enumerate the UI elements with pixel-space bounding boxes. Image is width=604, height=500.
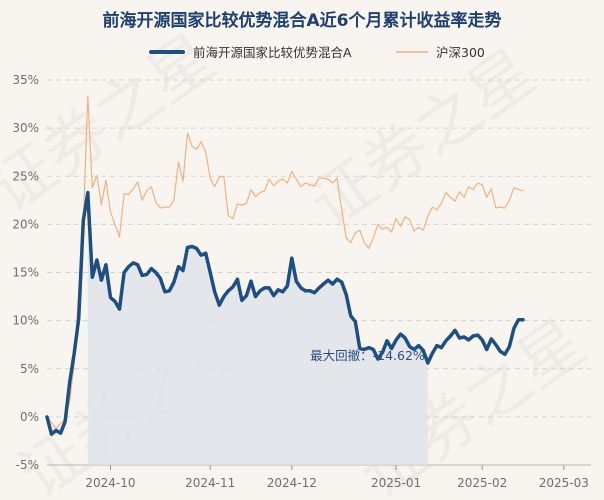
chart-title: 前海开源国家比较优势混合A近6个月累计收益率走势 — [103, 10, 502, 31]
x-tick-label: 2025-01 — [371, 476, 421, 490]
legend: 前海开源国家比较优势混合A 沪深300 — [149, 45, 485, 60]
watermark-text: 证券之星 — [297, 36, 549, 243]
y-tick-label: 20% — [12, 217, 39, 231]
y-tick-label: 5% — [20, 362, 39, 376]
y-tick-label: 10% — [12, 314, 39, 328]
y-tick-label: -5% — [16, 458, 39, 472]
x-tick-label: 2024-11 — [185, 476, 235, 490]
x-tick-label: 2025-03 — [539, 476, 589, 490]
y-tick-label: 0% — [20, 410, 39, 424]
drawdown-region — [87, 192, 428, 465]
x-tick-label: 2024-10 — [85, 476, 135, 490]
drawdown-annotation: 最大回撤：-14.62% — [310, 348, 425, 363]
legend-item-fund[interactable]: 前海开源国家比较优势混合A — [149, 45, 352, 60]
series-line-index — [46, 95, 524, 429]
y-tick-label: 25% — [12, 169, 39, 183]
legend-item-index[interactable]: 沪深300 — [396, 45, 485, 60]
x-axis: 2024-10 2024-11 2024-12 2025-01 2025-02 2025-… — [47, 464, 591, 490]
drawdown-area — [87, 192, 428, 465]
series-lines — [45, 95, 525, 436]
legend-label-fund: 前海开源国家比较优势混合A — [193, 45, 352, 60]
x-tick-label: 2024-12 — [267, 476, 317, 490]
x-tick-label: 2025-02 — [457, 476, 507, 490]
y-tick-label: 30% — [12, 121, 39, 135]
y-axis: 35% 30% 25% 20% 15% 10% 5% 0% -5% — [12, 73, 39, 472]
legend-label-index: 沪深300 — [436, 45, 485, 60]
y-tick-label: 35% — [12, 73, 39, 87]
series-line-fund — [45, 190, 525, 436]
y-tick-label: 15% — [12, 266, 39, 280]
